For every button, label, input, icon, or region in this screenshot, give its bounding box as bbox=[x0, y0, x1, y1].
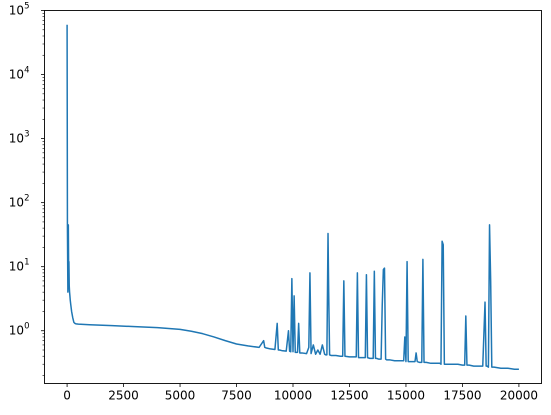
x-axis-ticks: 0 2500 5000 7500 10000 12500 15000 17500 20000 bbox=[63, 383, 538, 403]
y-tick-label: 100 bbox=[9, 322, 30, 338]
plot-frame bbox=[44, 10, 542, 384]
x-tick-label: 20000 bbox=[500, 389, 538, 403]
series-layer bbox=[66, 24, 519, 371]
y-axis-ticks: 100 101 102 103 104 105 bbox=[9, 2, 45, 338]
x-tick-label: 2500 bbox=[108, 389, 139, 403]
x-tick-label: 5000 bbox=[165, 389, 196, 403]
x-tick-label: 12500 bbox=[330, 389, 368, 403]
y-tick-label: 102 bbox=[9, 194, 30, 210]
y-tick-label: 105 bbox=[9, 2, 30, 18]
x-tick-label: 15000 bbox=[387, 389, 425, 403]
x-tick-label: 7500 bbox=[221, 389, 252, 403]
y-tick-label: 104 bbox=[9, 66, 30, 82]
y-tick-label: 103 bbox=[9, 130, 30, 146]
x-tick-label: 10000 bbox=[274, 389, 312, 403]
y-tick-label: 101 bbox=[9, 258, 30, 274]
x-tick-label: 17500 bbox=[443, 389, 481, 403]
series-line-0 bbox=[66, 24, 519, 371]
x-tick-label: 0 bbox=[63, 389, 71, 403]
